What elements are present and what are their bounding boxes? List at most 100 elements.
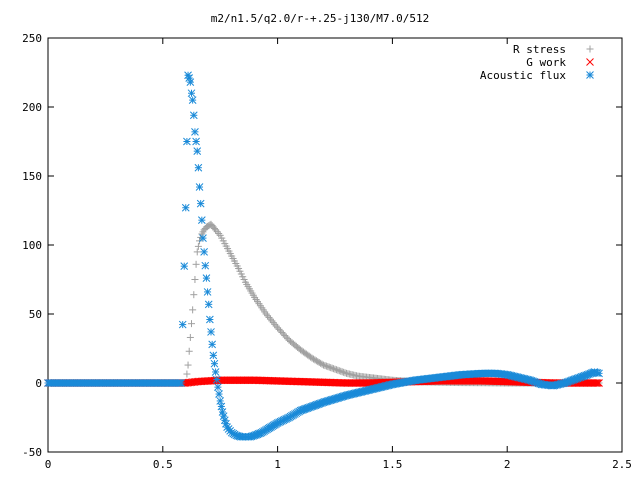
data-point [314, 358, 322, 366]
data-point [264, 312, 272, 320]
data-point [208, 340, 217, 349]
data-point [184, 361, 192, 369]
y-tick-label: 200 [22, 101, 42, 114]
data-point [215, 390, 223, 398]
data-point [204, 300, 213, 309]
data-point [197, 216, 206, 225]
data-point [281, 332, 289, 340]
series-acoustic-flux [44, 71, 603, 441]
data-point [279, 330, 287, 338]
data-point [328, 364, 336, 372]
data-point [268, 317, 276, 325]
data-point [324, 363, 332, 371]
data-point [189, 111, 198, 120]
data-point [202, 274, 211, 282]
data-point [337, 367, 345, 375]
y-tick-label: 0 [35, 377, 42, 390]
data-point [265, 313, 273, 321]
data-point [309, 355, 317, 363]
data-point [593, 379, 602, 387]
x-tick-label: 2 [504, 458, 511, 471]
y-tick-label: 250 [22, 32, 42, 45]
data-point [209, 351, 218, 360]
data-point [327, 364, 335, 372]
data-point [201, 261, 210, 270]
data-point [215, 230, 223, 237]
legend-marker [586, 71, 594, 79]
data-point [282, 333, 290, 341]
data-point [206, 315, 214, 324]
y-tick-label: -50 [22, 446, 42, 459]
data-point [592, 379, 601, 387]
data-point [276, 327, 284, 335]
y-tick-label: 100 [22, 239, 42, 252]
data-point [262, 310, 270, 318]
x-tick-label: 2.5 [612, 458, 632, 471]
data-point [188, 96, 197, 104]
data-point [200, 248, 208, 256]
data-point [196, 199, 205, 208]
legend-marker [586, 58, 594, 66]
data-point [203, 288, 212, 296]
data-point [189, 306, 197, 314]
series-r-stress [44, 220, 603, 387]
data-point [317, 359, 325, 367]
x-tick-label: 1 [274, 458, 281, 471]
data-point [216, 397, 225, 405]
data-point [211, 368, 220, 376]
data-point [210, 359, 219, 368]
data-point [334, 366, 342, 374]
data-point [177, 379, 186, 387]
data-point [212, 375, 221, 384]
data-point [192, 260, 200, 268]
data-point [338, 368, 346, 376]
data-point [278, 328, 286, 336]
data-point [272, 322, 280, 330]
plot-area-frame [47, 37, 623, 453]
data-point [274, 324, 282, 332]
data-point [188, 320, 195, 328]
legend-label: R stress [513, 43, 566, 56]
data-point [325, 363, 333, 371]
x-tick-label: 0 [45, 458, 52, 471]
data-point [595, 369, 603, 378]
data-point [195, 183, 204, 191]
data-point [340, 368, 348, 376]
data-point [194, 242, 202, 250]
data-point [186, 78, 195, 87]
data-point [315, 358, 323, 366]
data-point [193, 248, 201, 256]
data-point [180, 262, 189, 271]
chart-title: m2/n1.5/q2.0/r-+.25-j130/M7.0/512 [211, 12, 430, 25]
data-point [330, 365, 338, 373]
data-point [181, 203, 190, 212]
x-tick-label: 0.5 [153, 458, 173, 471]
data-point [321, 362, 329, 370]
y-tick-label: 50 [29, 308, 42, 321]
data-point [178, 320, 187, 329]
legend-marker [586, 45, 594, 53]
x-tick-label: 1.5 [382, 458, 402, 471]
data-point [192, 137, 200, 146]
data-point [191, 127, 199, 136]
data-point [322, 362, 330, 370]
data-point [271, 320, 279, 328]
data-point [318, 360, 326, 368]
data-point [190, 291, 198, 299]
data-point [269, 319, 277, 327]
data-point [335, 367, 343, 375]
data-point [199, 234, 207, 242]
data-point [275, 325, 283, 333]
data-point [187, 89, 196, 98]
data-point [341, 369, 349, 377]
data-point [308, 354, 316, 362]
data-point [312, 357, 320, 365]
data-point [331, 365, 339, 373]
data-point [214, 383, 222, 391]
legend-label: Acoustic flux [480, 69, 566, 82]
data-point [193, 147, 202, 156]
data-point [183, 370, 191, 378]
